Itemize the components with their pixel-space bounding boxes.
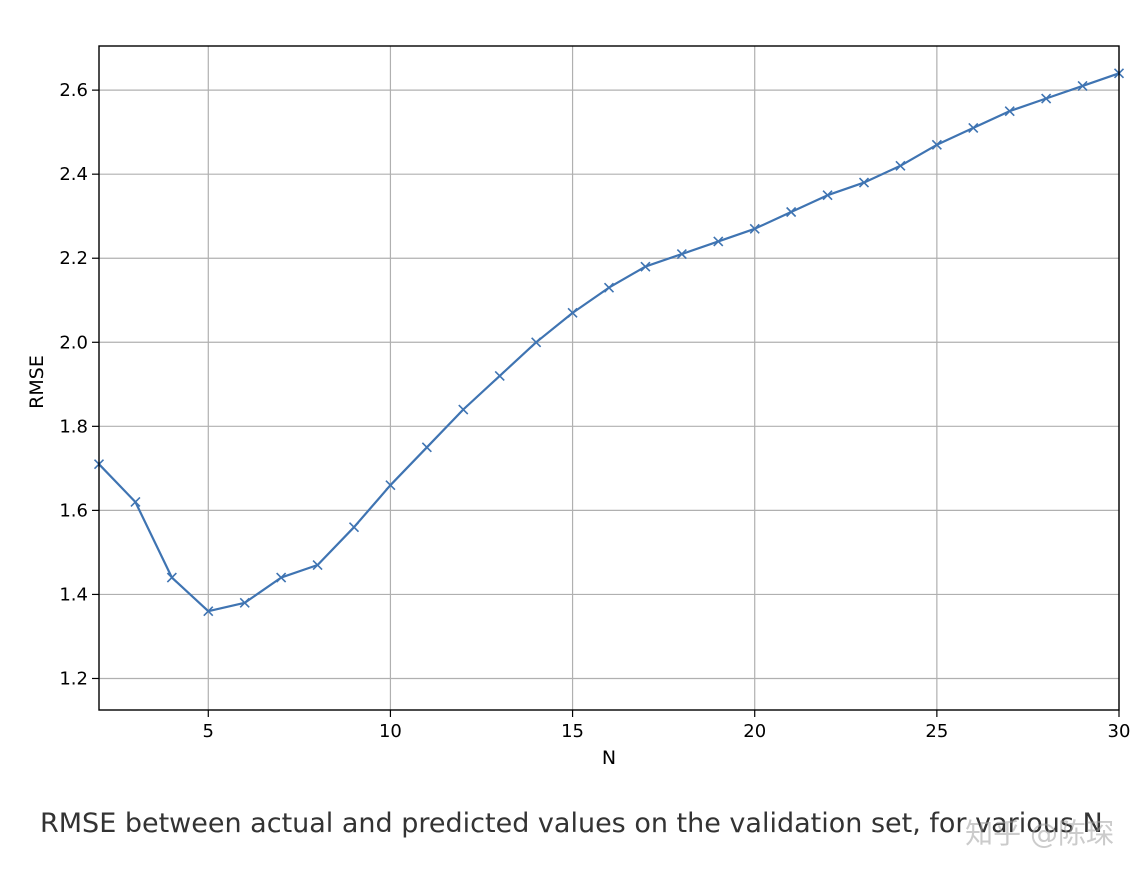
data-point-marker (749, 223, 760, 234)
x-tick-label: 30 (1108, 721, 1131, 742)
y-tick-label: 2.4 (59, 164, 88, 185)
data-point-marker (1077, 80, 1088, 91)
data-point-marker (968, 122, 979, 134)
data-point-marker (239, 597, 250, 608)
data-point-marker (494, 370, 505, 381)
y-tick-label: 1.8 (59, 416, 88, 437)
rmse-line-chart: 5 10 15 20 25 30 1.2 1.4 1.6 1.8 2.0 2.2 2.4 2.6 N RM… (26, 45, 1130, 769)
data-point-marker (858, 177, 870, 188)
x-tick-label: 20 (743, 721, 766, 742)
data-point-marker (531, 337, 542, 348)
data-point-marker (895, 160, 906, 171)
data-point-marker (458, 404, 469, 415)
x-axis-label: N (602, 747, 616, 769)
y-tick-label: 2.0 (59, 332, 88, 353)
y-axis-label: RMSE (26, 355, 48, 409)
data-point-marker (130, 496, 141, 508)
data-point-marker (676, 248, 687, 260)
plot-frame (98, 45, 1120, 711)
y-tick-label: 2.2 (59, 248, 88, 269)
data-point-marker (166, 572, 177, 583)
data-point-marker (931, 139, 942, 150)
data-point-marker (385, 480, 396, 491)
x-tick-label: 15 (561, 721, 584, 742)
y-tick-label: 1.2 (59, 668, 88, 689)
data-point-marker (603, 282, 615, 293)
figure-caption: RMSE between actual and predicted values… (40, 808, 1103, 839)
data-point-marker (713, 236, 724, 247)
data-point-marker (421, 442, 432, 453)
axis-ticks: 5 10 15 20 25 30 1.2 1.4 1.6 1.8 2.0 2.2 2.4 2.6 (59, 80, 1130, 742)
data-point-marker (786, 206, 797, 218)
y-tick-label: 2.6 (59, 80, 88, 101)
grid-lines (99, 46, 1120, 710)
data-point-marker (348, 522, 360, 533)
data-point-marker (1041, 93, 1052, 104)
x-tick-label: 25 (925, 721, 948, 742)
x-tick-label: 5 (203, 721, 214, 742)
data-point-marker (567, 307, 578, 318)
data-point-marker (1004, 106, 1015, 117)
data-point-marker (203, 606, 214, 617)
watermark: 知乎 @陈琛 (965, 817, 1114, 850)
data-point-marker (312, 559, 323, 571)
chart-figure: 5 10 15 20 25 30 1.2 1.4 1.6 1.8 2.0 2.2 2.4 2.6 N RM… (26, 45, 1130, 769)
data-point-marker (822, 190, 833, 201)
y-tick-label: 1.6 (59, 500, 88, 521)
data-point-marker (276, 572, 287, 583)
series-layer (93, 68, 1125, 617)
data-point-marker (640, 261, 651, 272)
y-tick-label: 1.4 (59, 584, 88, 605)
x-tick-label: 10 (379, 721, 402, 742)
